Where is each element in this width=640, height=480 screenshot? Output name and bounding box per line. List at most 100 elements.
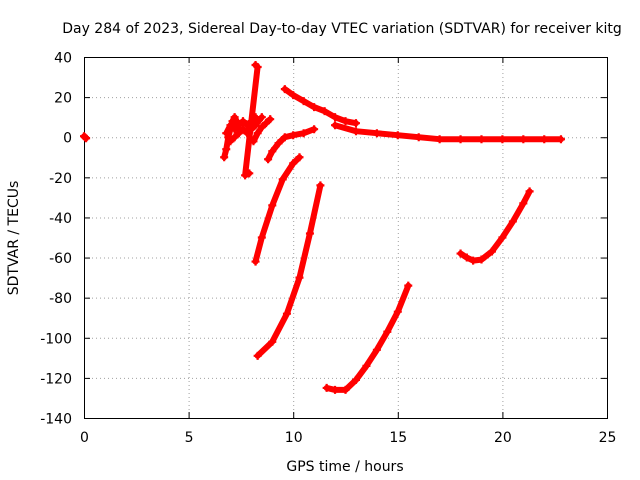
data-point bbox=[268, 201, 277, 210]
x-tick-label: 0 bbox=[80, 430, 89, 446]
data-point bbox=[257, 123, 266, 132]
data-point bbox=[282, 309, 291, 318]
data-point bbox=[253, 351, 262, 360]
data-point bbox=[230, 125, 239, 134]
series-cluster-7h-c bbox=[226, 113, 266, 146]
x-tick-label: 10 bbox=[285, 430, 303, 446]
data-point bbox=[222, 129, 231, 138]
data-point bbox=[310, 125, 319, 134]
data-point bbox=[383, 327, 392, 336]
data-point bbox=[310, 103, 319, 112]
data-point bbox=[295, 273, 304, 282]
data-point bbox=[540, 135, 549, 144]
data-point bbox=[498, 135, 507, 144]
x-tick-label: 15 bbox=[389, 430, 407, 446]
data-point bbox=[322, 383, 331, 392]
data-point bbox=[234, 129, 243, 138]
y-tick-label: 0 bbox=[63, 131, 72, 147]
data-point bbox=[280, 85, 289, 94]
series-trace bbox=[332, 122, 564, 143]
series-trace bbox=[252, 154, 303, 265]
data-point bbox=[305, 229, 314, 238]
y-axis-label: SDTVAR / TECUs bbox=[6, 181, 22, 296]
data-point bbox=[82, 134, 91, 143]
data-point bbox=[241, 171, 250, 180]
data-point bbox=[372, 345, 381, 354]
x-axis-label: GPS time / hours bbox=[286, 459, 403, 475]
data-point bbox=[220, 153, 229, 162]
series-steep-track-1 bbox=[251, 153, 304, 266]
y-tick-label: -100 bbox=[40, 331, 72, 347]
series-trace bbox=[323, 282, 412, 393]
data-point bbox=[351, 119, 360, 128]
data-point bbox=[280, 133, 289, 142]
data-point bbox=[222, 145, 231, 154]
data-point bbox=[289, 131, 298, 140]
series-bottom-track bbox=[322, 281, 413, 394]
series-descending-track bbox=[280, 85, 360, 128]
data-point bbox=[278, 175, 287, 184]
data-point bbox=[372, 129, 381, 138]
data-point bbox=[519, 135, 528, 144]
data-point bbox=[525, 187, 534, 196]
data-point bbox=[226, 121, 235, 130]
data-point bbox=[266, 115, 275, 124]
data-point bbox=[498, 233, 507, 242]
chart-title: Day 284 of 2023, Sidereal Day-to-day VTE… bbox=[62, 21, 622, 37]
data-point bbox=[477, 135, 486, 144]
data-point bbox=[393, 131, 402, 140]
x-tick-label: 20 bbox=[494, 430, 512, 446]
data-point bbox=[230, 113, 239, 122]
series-short-rising-8h bbox=[249, 115, 275, 146]
data-point bbox=[331, 113, 340, 122]
x-tick-label: 5 bbox=[185, 430, 194, 446]
data-point bbox=[289, 91, 298, 100]
data-point bbox=[264, 155, 273, 164]
data-point bbox=[299, 97, 308, 106]
data-point bbox=[289, 159, 298, 168]
grid-layer bbox=[84, 57, 607, 418]
data-point bbox=[341, 117, 350, 126]
data-point bbox=[487, 247, 496, 256]
y-tick-label: -40 bbox=[49, 211, 72, 227]
data-point bbox=[257, 233, 266, 242]
series-trace bbox=[254, 182, 324, 359]
series-flat-track bbox=[331, 121, 565, 144]
data-point bbox=[341, 385, 350, 394]
data-point bbox=[331, 385, 340, 394]
data-point bbox=[251, 257, 260, 266]
data-point bbox=[469, 256, 478, 265]
data-point bbox=[295, 153, 304, 162]
data-layer bbox=[80, 61, 565, 394]
series-isolated-points bbox=[241, 61, 262, 180]
data-point bbox=[351, 375, 360, 384]
data-point bbox=[230, 133, 239, 142]
data-point bbox=[477, 255, 486, 264]
data-point bbox=[257, 113, 266, 122]
data-point bbox=[519, 199, 528, 208]
data-point bbox=[404, 281, 413, 290]
ticks-layer: 0 5 10 15 20 25 -140 -120 -100 -80 -60 -40 -20 0 20 40 bbox=[40, 51, 616, 447]
data-point bbox=[456, 249, 465, 258]
data-point bbox=[320, 107, 329, 116]
data-point bbox=[435, 135, 444, 144]
data-point bbox=[556, 135, 565, 144]
data-point bbox=[299, 129, 308, 138]
data-point bbox=[462, 253, 471, 262]
data-point bbox=[262, 119, 271, 128]
data-point bbox=[268, 147, 277, 156]
y-tick-label: 40 bbox=[54, 51, 72, 67]
data-point bbox=[245, 169, 254, 178]
y-tick-label: -20 bbox=[49, 171, 72, 187]
series-rising-to-zero bbox=[264, 125, 319, 164]
y-tick-label: 20 bbox=[54, 91, 72, 107]
data-point bbox=[414, 133, 423, 142]
y-tick-label: -80 bbox=[49, 291, 72, 307]
data-point bbox=[331, 121, 340, 130]
series-right-track bbox=[456, 187, 534, 265]
data-point bbox=[253, 129, 262, 138]
data-point bbox=[226, 137, 235, 146]
x-tick-label: 25 bbox=[599, 430, 617, 446]
data-point bbox=[316, 181, 325, 190]
